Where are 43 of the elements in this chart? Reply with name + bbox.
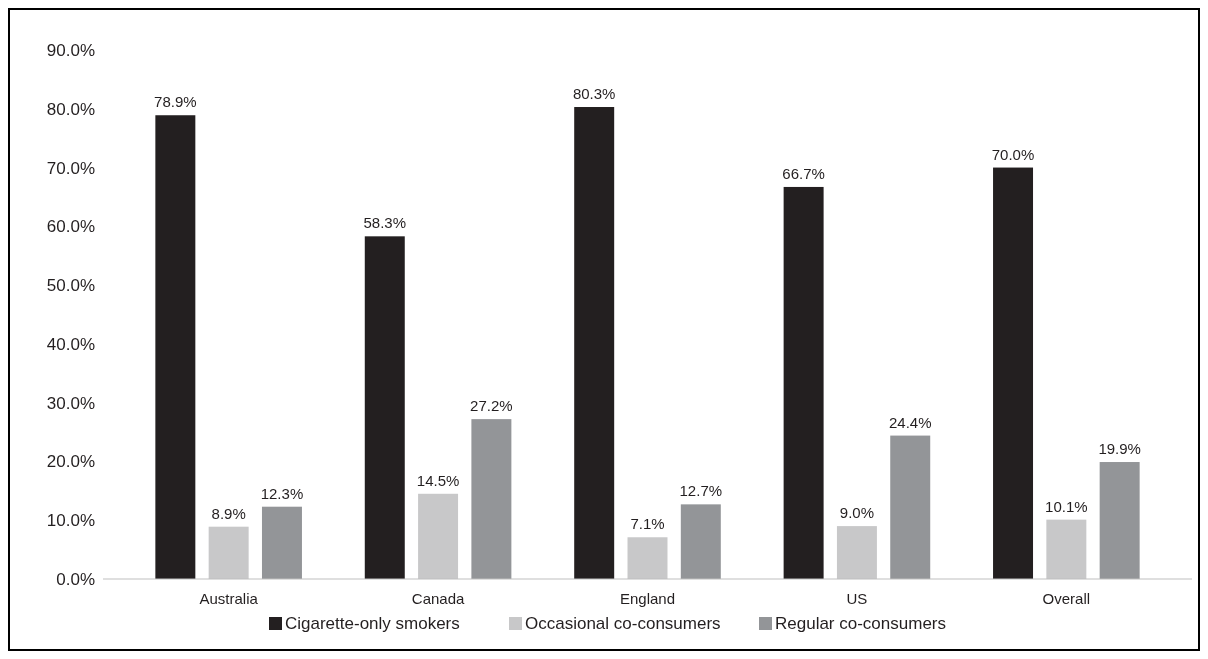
data-label: 12.7% <box>679 482 723 500</box>
bar <box>1099 462 1140 579</box>
data-label: 14.5% <box>416 471 460 489</box>
y-tick-label: 90.0% <box>46 40 95 60</box>
y-tick-label: 70.0% <box>46 158 95 178</box>
y-tick-label: 20.0% <box>46 452 95 472</box>
data-label: 27.2% <box>470 397 513 415</box>
legend-label: Cigarette-only smokers <box>285 614 460 633</box>
x-tick-label: England <box>619 590 676 607</box>
x-tick-label: Australia <box>199 590 259 607</box>
data-label: 12.3% <box>260 484 304 502</box>
y-tick-label: 60.0% <box>46 217 95 237</box>
bar <box>783 186 824 579</box>
data-label: 8.9% <box>211 504 246 522</box>
bar <box>890 435 931 579</box>
data-label: 7.1% <box>630 515 665 533</box>
legend-label: Occasional co-consumers <box>525 614 721 633</box>
bar <box>574 107 615 579</box>
x-tick-label: Overall <box>1042 590 1091 607</box>
y-tick-label: 10.0% <box>46 511 95 531</box>
data-label: 70.0% <box>991 145 1035 163</box>
data-label: 10.1% <box>1045 497 1088 515</box>
x-tick-label: Canada <box>411 590 466 607</box>
bar <box>155 115 196 579</box>
bar <box>364 236 405 579</box>
bar <box>471 419 512 579</box>
bar <box>680 504 721 579</box>
data-label: 9.0% <box>839 504 875 522</box>
data-label: 80.3% <box>572 85 616 103</box>
y-tick-label: 40.0% <box>46 334 95 354</box>
data-label: 24.4% <box>888 413 932 431</box>
bar <box>993 167 1034 579</box>
bar <box>261 506 302 579</box>
x-tick-label: US <box>846 590 868 607</box>
data-label: 19.9% <box>1098 440 1141 458</box>
data-label: 66.7% <box>782 164 825 182</box>
y-tick-label: 80.0% <box>46 99 95 119</box>
legend-label: Regular co-consumers <box>775 614 947 633</box>
y-tick-label: 50.0% <box>46 276 95 296</box>
data-label: 78.9% <box>154 93 197 111</box>
data-label: 58.3% <box>363 214 407 232</box>
y-tick-label: 30.0% <box>46 393 95 413</box>
y-tick-label: 0.0% <box>56 569 95 589</box>
